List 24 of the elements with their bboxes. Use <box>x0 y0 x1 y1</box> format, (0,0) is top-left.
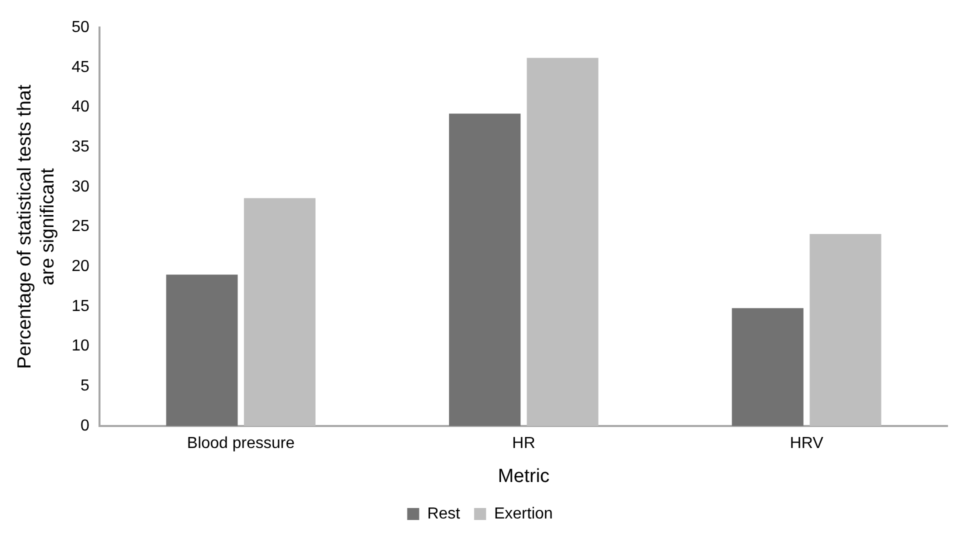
y-axis-title: Percentage of statistical tests that are significant <box>14 84 58 369</box>
bar <box>449 114 521 426</box>
legend-label: Exertion <box>494 505 553 522</box>
y-tick-label: 5 <box>80 378 90 395</box>
x-tick-label: HRV <box>790 435 824 452</box>
y-tick-label: 25 <box>72 218 90 236</box>
bar <box>732 308 804 426</box>
y-tick-label: 50 <box>72 19 90 36</box>
x-tick-label: Blood pressure <box>187 435 295 452</box>
y-tick-label: 10 <box>72 338 90 355</box>
bar <box>244 198 316 426</box>
y-tick-label: 0 <box>80 417 90 434</box>
y-tick-label: 20 <box>72 258 90 276</box>
y-tick-label: 35 <box>72 138 90 156</box>
x-tick-label: HR <box>512 435 536 452</box>
x-axis-title: Metric <box>498 466 550 487</box>
y-tick-label: 15 <box>72 298 90 315</box>
y-tick-label: 30 <box>72 178 90 196</box>
legend-label: Rest <box>427 505 461 522</box>
bar <box>166 274 238 426</box>
y-tick-label: 40 <box>72 98 90 116</box>
y-tick-label: 45 <box>72 58 90 76</box>
bar <box>526 58 598 426</box>
bar <box>810 234 882 426</box>
